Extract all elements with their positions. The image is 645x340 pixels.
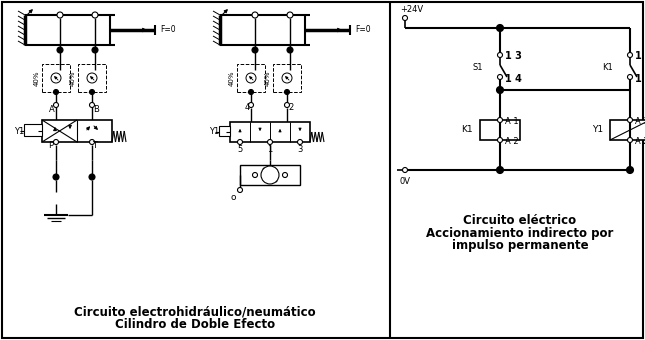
Text: Accionamiento indirecto por: Accionamiento indirecto por bbox=[426, 226, 613, 239]
Text: A 2: A 2 bbox=[635, 137, 645, 147]
Text: 1: 1 bbox=[268, 145, 273, 154]
Bar bbox=[273, 64, 301, 92]
Text: 1 3: 1 3 bbox=[635, 51, 645, 61]
Circle shape bbox=[261, 166, 279, 184]
Text: A: A bbox=[49, 104, 55, 114]
Text: 1 4: 1 4 bbox=[635, 74, 645, 84]
Circle shape bbox=[54, 139, 59, 144]
Circle shape bbox=[497, 52, 502, 57]
Text: F=0: F=0 bbox=[160, 26, 175, 34]
Text: K1: K1 bbox=[602, 63, 613, 71]
Circle shape bbox=[54, 89, 59, 95]
Circle shape bbox=[268, 139, 272, 144]
Circle shape bbox=[248, 102, 253, 107]
Polygon shape bbox=[48, 192, 64, 204]
Circle shape bbox=[92, 47, 98, 53]
Circle shape bbox=[497, 86, 504, 94]
Circle shape bbox=[248, 89, 253, 95]
Circle shape bbox=[283, 172, 288, 177]
Text: A 1: A 1 bbox=[635, 117, 645, 125]
Text: K1: K1 bbox=[461, 125, 473, 135]
Circle shape bbox=[90, 89, 95, 95]
Circle shape bbox=[284, 89, 290, 95]
Bar bbox=[42, 64, 70, 92]
Circle shape bbox=[90, 139, 95, 144]
Text: +24V: +24V bbox=[400, 5, 423, 15]
Circle shape bbox=[497, 118, 502, 122]
Text: 5: 5 bbox=[237, 145, 243, 154]
Text: impulso permanente: impulso permanente bbox=[451, 239, 588, 253]
Circle shape bbox=[287, 47, 293, 53]
Text: T: T bbox=[92, 141, 97, 151]
Text: 40%: 40% bbox=[34, 70, 40, 86]
Text: 0V: 0V bbox=[400, 177, 411, 187]
Text: 1 3: 1 3 bbox=[505, 51, 522, 61]
Text: Circuito electrohidráulico/neumático: Circuito electrohidráulico/neumático bbox=[74, 306, 316, 319]
Circle shape bbox=[628, 52, 633, 57]
Bar bbox=[24, 124, 42, 136]
Circle shape bbox=[89, 174, 95, 180]
Text: F=0: F=0 bbox=[355, 26, 371, 34]
Bar bbox=[610, 120, 645, 140]
Bar bbox=[42, 120, 112, 142]
Circle shape bbox=[237, 139, 243, 144]
Circle shape bbox=[90, 102, 95, 107]
Circle shape bbox=[57, 47, 63, 53]
Text: P: P bbox=[48, 141, 54, 151]
Circle shape bbox=[53, 174, 59, 180]
Bar bbox=[219, 126, 230, 136]
Circle shape bbox=[287, 12, 293, 18]
Circle shape bbox=[628, 137, 633, 142]
Text: 40%: 40% bbox=[70, 70, 76, 86]
Circle shape bbox=[497, 74, 502, 80]
Circle shape bbox=[252, 12, 258, 18]
Text: A 2: A 2 bbox=[505, 137, 519, 147]
Text: Y1: Y1 bbox=[592, 125, 603, 135]
Circle shape bbox=[57, 12, 63, 18]
Text: 40%: 40% bbox=[265, 70, 271, 86]
Circle shape bbox=[297, 139, 303, 144]
Text: Circuito eléctrico: Circuito eléctrico bbox=[464, 214, 577, 226]
Bar bbox=[480, 120, 520, 140]
Circle shape bbox=[92, 12, 98, 18]
Bar bbox=[237, 64, 265, 92]
Circle shape bbox=[628, 118, 633, 122]
Text: 3: 3 bbox=[297, 145, 303, 154]
Text: B: B bbox=[93, 104, 99, 114]
Text: Cilindro de Doble Efecto: Cilindro de Doble Efecto bbox=[115, 319, 275, 332]
Text: 40%: 40% bbox=[229, 70, 235, 86]
Circle shape bbox=[237, 187, 243, 192]
Circle shape bbox=[284, 102, 290, 107]
Text: Y1: Y1 bbox=[14, 126, 24, 136]
Circle shape bbox=[402, 16, 408, 20]
Bar bbox=[240, 165, 300, 185]
Text: A 1: A 1 bbox=[505, 117, 519, 125]
Circle shape bbox=[87, 73, 97, 83]
Circle shape bbox=[252, 172, 257, 177]
Circle shape bbox=[282, 73, 292, 83]
Circle shape bbox=[246, 73, 256, 83]
Text: 1 4: 1 4 bbox=[505, 74, 522, 84]
Bar bbox=[230, 122, 310, 142]
Circle shape bbox=[497, 137, 502, 142]
Text: S1: S1 bbox=[473, 63, 483, 71]
Text: 4: 4 bbox=[244, 102, 250, 112]
Circle shape bbox=[402, 168, 408, 172]
Circle shape bbox=[626, 167, 633, 173]
Circle shape bbox=[497, 24, 504, 32]
Text: o: o bbox=[230, 193, 236, 203]
Text: Y1: Y1 bbox=[209, 128, 219, 136]
Circle shape bbox=[54, 102, 59, 107]
Circle shape bbox=[628, 74, 633, 80]
Circle shape bbox=[51, 73, 61, 83]
Circle shape bbox=[252, 47, 258, 53]
Text: 2: 2 bbox=[288, 102, 293, 112]
Bar bbox=[78, 64, 106, 92]
Circle shape bbox=[497, 167, 504, 173]
